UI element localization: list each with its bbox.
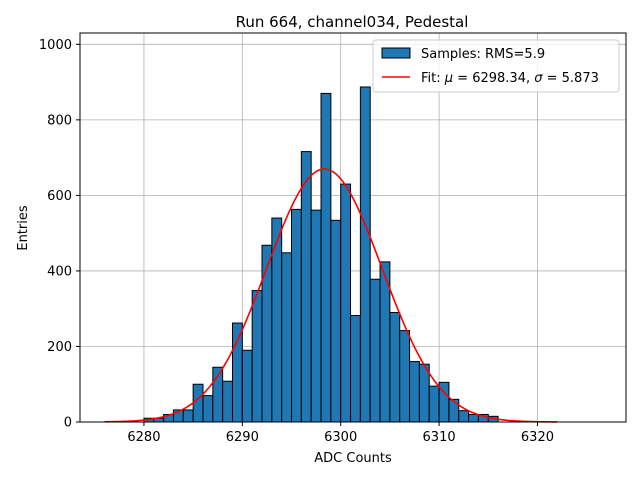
histogram-bars bbox=[143, 86, 499, 423]
histogram-bar bbox=[330, 219, 342, 423]
legend-samples-swatch bbox=[381, 47, 411, 59]
y-axis-ticks: 0 200 400 600 800 1000 bbox=[39, 38, 80, 431]
histogram-bar bbox=[202, 395, 214, 423]
histogram-bar bbox=[192, 383, 204, 423]
histogram-bar bbox=[222, 380, 233, 423]
histogram-bar bbox=[428, 385, 440, 423]
histogram-bar bbox=[310, 209, 322, 423]
histogram-bar bbox=[389, 311, 401, 423]
y-tick-label: 400 bbox=[47, 264, 72, 279]
x-axis-ticks: 6280 6290 6300 6310 6320 bbox=[127, 422, 554, 445]
x-tick-label: 6290 bbox=[226, 430, 259, 445]
histogram-bar bbox=[350, 314, 361, 423]
histogram-bar bbox=[281, 252, 293, 423]
histogram-bar bbox=[291, 208, 302, 423]
histogram-bar bbox=[399, 330, 411, 423]
histogram-bar bbox=[409, 361, 420, 423]
y-axis-label: Entries bbox=[16, 205, 31, 251]
y-tick-label: 1000 bbox=[39, 38, 72, 53]
histogram-bar bbox=[458, 410, 470, 423]
histogram-bar bbox=[418, 363, 430, 423]
x-tick-label: 6310 bbox=[423, 430, 456, 445]
y-tick-label: 600 bbox=[47, 189, 72, 204]
x-tick-label: 6300 bbox=[324, 430, 357, 445]
legend-box bbox=[372, 39, 620, 93]
x-tick-label: 6320 bbox=[521, 430, 554, 445]
y-tick-label: 0 bbox=[64, 416, 72, 431]
gaussian-fit-curve bbox=[104, 168, 558, 423]
x-axis-label: ADC Counts bbox=[314, 451, 392, 466]
histogram-bar bbox=[320, 92, 332, 423]
histogram-bar bbox=[182, 409, 194, 423]
histogram-bar bbox=[448, 398, 460, 423]
y-tick-label: 200 bbox=[47, 340, 72, 355]
chart-title: Run 664, channel034, Pedestal bbox=[236, 13, 469, 31]
histogram-bar bbox=[300, 151, 312, 423]
histogram-bar bbox=[369, 278, 381, 423]
plot-frame bbox=[79, 32, 627, 423]
histogram-bar bbox=[231, 322, 243, 423]
histogram-bar bbox=[340, 183, 352, 423]
histogram-bar bbox=[359, 86, 371, 423]
histogram-bar bbox=[468, 413, 479, 423]
histogram-bar bbox=[251, 290, 263, 423]
legend-fit-label: Fit: μ = 6298.34, σ = 5.873 bbox=[421, 71, 599, 86]
legend-samples-label: Samples: RMS=5.9 bbox=[421, 47, 545, 62]
y-tick-label: 800 bbox=[47, 113, 72, 128]
histogram-bar bbox=[241, 349, 253, 423]
histogram-bar bbox=[261, 244, 273, 423]
x-tick-label: 6280 bbox=[127, 430, 160, 445]
legend: Samples: RMS=5.9 Fit: μ = 6298.34, σ = 5… bbox=[372, 39, 620, 93]
